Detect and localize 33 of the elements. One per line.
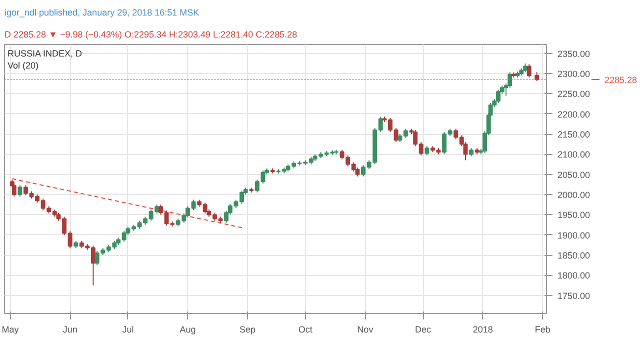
candlestick <box>496 89 501 104</box>
y-tick-label: 2050.00 <box>558 170 590 180</box>
y-tick-label: 1750.00 <box>558 290 590 301</box>
annotation: Vol (20) <box>8 60 39 70</box>
candlestick <box>424 146 430 156</box>
y-tick-label: 2300.00 <box>558 69 590 80</box>
candlestick <box>12 183 16 198</box>
x-tick-label: Jun <box>62 324 78 334</box>
y-tick-label: 2000.00 <box>558 190 590 200</box>
x-tick-label: Sep <box>240 324 256 334</box>
y-tick-label: 1900.00 <box>558 230 590 240</box>
text: RUSSIA INDEX, D <box>8 48 83 58</box>
candlestick <box>18 184 22 198</box>
x-tick-label: 2018 <box>472 324 493 334</box>
y-tick-label: 2150.00 <box>558 130 590 140</box>
y-tick-label: 1950.00 <box>558 210 590 220</box>
y-tick-label: 2250.00 <box>558 89 590 100</box>
text: igor_ndl published, January 29, 2018 16:51 MSK <box>4 8 200 18</box>
y-tick-label: 1800.00 <box>558 270 590 281</box>
x-tick-label: Feb <box>534 324 550 334</box>
x-tick-label: Jul <box>122 324 134 334</box>
x-tick-label: Dec <box>415 324 432 334</box>
x-tick-label: Aug <box>180 324 196 334</box>
y-tick-label: 2100.00 <box>558 150 590 160</box>
x-tick-label: Nov <box>357 324 374 334</box>
y-tick-label: 2200.00 <box>558 109 590 120</box>
y-tick-label: 1850.00 <box>558 250 590 261</box>
x-tick-label: May <box>2 324 20 334</box>
x-tick-label: Oct <box>298 324 313 334</box>
y-tick-label: 2350.00 <box>558 48 590 59</box>
chart-subtitle: D 2285.28 ▼ −9.98 (−0.43%) O:2295.34 H:2303.49 L:2281.40 C:2285.28 <box>4 30 298 40</box>
candlestick <box>526 64 532 78</box>
ref-line-label: 2285.28 <box>604 74 638 85</box>
